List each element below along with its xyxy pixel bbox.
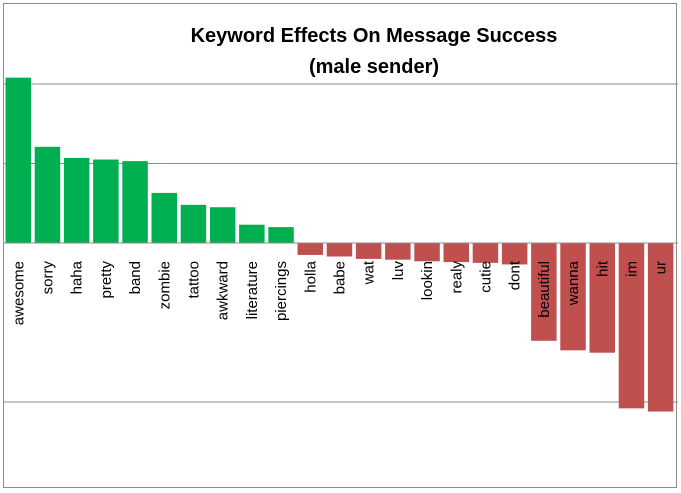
category-label-awesome: awesome (10, 261, 27, 325)
bar-wanna (560, 243, 586, 351)
bar-ur (647, 243, 674, 412)
bar-awkward (209, 207, 236, 243)
bar-beautiful (531, 243, 557, 341)
bar-sorry (34, 146, 61, 243)
category-label-cutie: cutie (477, 261, 494, 293)
bar-im (618, 243, 645, 409)
bar-pretty (93, 159, 119, 243)
category-label-beautiful: beautiful (536, 261, 553, 318)
bar-literature (239, 224, 265, 243)
bar-zombie (151, 192, 177, 243)
bar-cutie (472, 243, 499, 263)
category-label-realy: realy (448, 261, 465, 294)
bar-awesome (5, 77, 31, 243)
bar-lookin (414, 243, 440, 262)
bar-dont (501, 243, 528, 265)
chart-frame: Keyword Effects On Message Success (male… (3, 3, 678, 488)
category-label-zombie: zombie (156, 261, 173, 309)
category-label-holla: holla (302, 260, 319, 292)
category-label-ur: ur (653, 261, 670, 274)
category-label-babe: babe (331, 261, 348, 294)
category-label-band: band (127, 261, 144, 294)
category-label-wat: wat (361, 260, 378, 285)
bar-babe (326, 243, 353, 257)
chart-title: Keyword Effects On Message Success (191, 25, 558, 47)
category-label-lookin: lookin (419, 261, 436, 300)
bar-realy (443, 243, 469, 263)
category-label-hit: hit (594, 260, 611, 277)
category-label-wanna: wanna (565, 260, 582, 306)
category-label-awkward: awkward (215, 261, 232, 320)
bar-tattoo (180, 204, 207, 243)
chart: Keyword Effects On Message Success (male… (4, 25, 678, 412)
bar-hit (589, 243, 615, 353)
bar-luv (385, 243, 411, 260)
category-label-luv: luv (390, 261, 407, 281)
category-label-literature: literature (244, 261, 261, 319)
category-label-pretty: pretty (98, 261, 115, 299)
bar-wat (355, 243, 382, 259)
bar-haha (63, 157, 90, 243)
bar-piercings (268, 227, 294, 243)
category-label-haha: haha (69, 260, 86, 294)
chart-subtitle: (male sender) (309, 56, 439, 78)
category-label-dont: dont (507, 260, 524, 290)
category-label-sorry: sorry (39, 261, 56, 295)
category-labels: awesome sorry haha pretty band zombie tattoo aw… (10, 260, 669, 325)
category-label-piercings: piercings (273, 261, 290, 321)
bar-holla (297, 243, 323, 255)
bars (5, 77, 674, 412)
category-label-im: im (623, 261, 640, 277)
bar-band (122, 161, 148, 243)
category-label-tattoo: tattoo (185, 261, 202, 299)
